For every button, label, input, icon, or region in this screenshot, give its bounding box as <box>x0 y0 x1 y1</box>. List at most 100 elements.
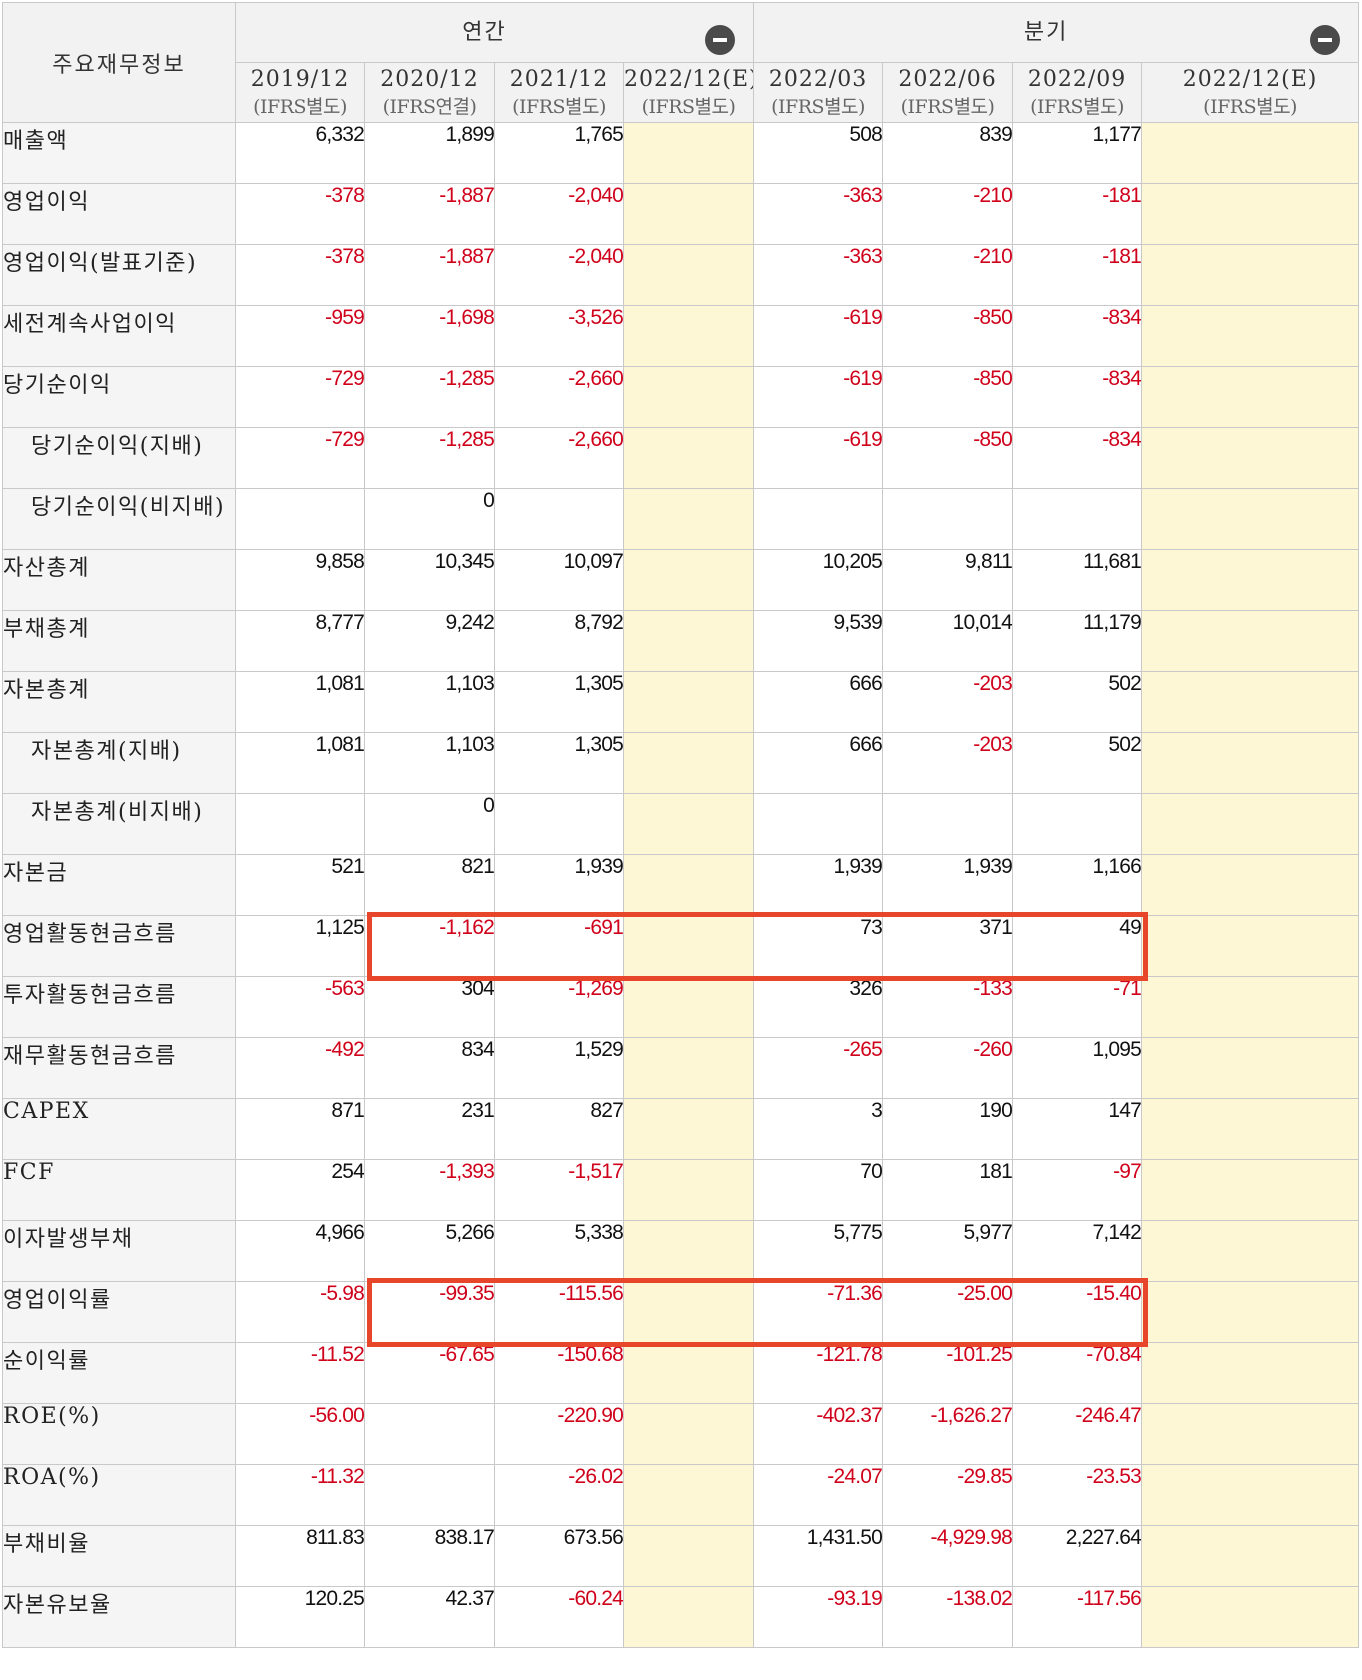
table-cell: -492 <box>235 1037 365 1099</box>
table-cell: -563 <box>235 976 365 1038</box>
table-row: 영업이익 -378 -1,887 -2,040 -363 -210 -181 <box>2 183 1360 245</box>
row-label: 자산총계 <box>2 549 236 611</box>
table-cell <box>1141 1403 1360 1465</box>
table-cell: 1,939 <box>494 854 624 916</box>
table-cell: 1,177 <box>1012 122 1143 184</box>
annual-collapse-icon[interactable] <box>705 25 736 55</box>
row-label: 자본총계(비지배) <box>2 793 236 855</box>
table-cell <box>622 305 755 367</box>
table-cell <box>1141 610 1360 672</box>
row-label: 부채총계 <box>2 610 236 672</box>
table-cell <box>1141 122 1360 184</box>
table-row: ROA(%) -11.32 -26.02 -24.07 -29.85 -23.53 <box>2 1464 1360 1526</box>
table-cell: -850 <box>882 366 1014 428</box>
table-cell: 1,103 <box>364 671 495 733</box>
table-cell: 0 <box>364 793 495 855</box>
table-cell: 181 <box>882 1159 1014 1221</box>
table-cell <box>364 1403 495 1465</box>
table-cell <box>622 671 755 733</box>
table-cell: -378 <box>235 244 365 306</box>
table-cell: -834 <box>1012 305 1143 367</box>
table-cell <box>622 1586 755 1648</box>
table-row: FCF 254 -1,393 -1,517 70 181 -97 <box>2 1159 1360 1221</box>
table-cell: 1,125 <box>235 915 365 977</box>
table-cell: -850 <box>882 427 1014 489</box>
table-row: 세전계속사업이익 -959 -1,698 -3,526 -619 -850 -834 <box>2 305 1360 367</box>
table-cell: 5,977 <box>882 1220 1014 1282</box>
period-header: 2022/09 (IFRS별도) <box>1012 62 1143 123</box>
table-cell: 666 <box>753 671 884 733</box>
period-basis: (IFRS별도) <box>512 96 606 118</box>
table-cell <box>622 1525 755 1587</box>
table-cell <box>622 488 755 550</box>
period-header: 2022/03 (IFRS별도) <box>753 62 884 123</box>
table-cell: 73 <box>753 915 884 977</box>
period-basis: (IFRS별도) <box>1030 96 1124 118</box>
table-cell <box>1141 915 1360 977</box>
period-date: 2020/12 <box>380 67 479 92</box>
table-cell: -1,269 <box>494 976 624 1038</box>
table-cell <box>1012 488 1143 550</box>
row-label: 부채비율 <box>2 1525 236 1587</box>
quarterly-collapse-icon[interactable] <box>1310 25 1341 55</box>
period-date: 2022/12(E) <box>1182 67 1318 92</box>
row-label: 순이익률 <box>2 1342 236 1404</box>
table-cell: 42.37 <box>364 1586 495 1648</box>
table-cell <box>235 793 365 855</box>
table-cell: -260 <box>882 1037 1014 1099</box>
period-header: 2022/12(E) (IFRS별도) <box>622 62 755 123</box>
table-row: 당기순이익(비지배) 0 <box>2 488 1360 550</box>
table-cell: 49 <box>1012 915 1143 977</box>
row-label: CAPEX <box>2 1098 236 1160</box>
table-cell: -121.78 <box>753 1342 884 1404</box>
table-cell: -93.19 <box>753 1586 884 1648</box>
table-cell: 120.25 <box>235 1586 365 1648</box>
table-cell: -24.07 <box>753 1464 884 1526</box>
table-cell: 5,775 <box>753 1220 884 1282</box>
table-cell: 1,081 <box>235 732 365 794</box>
table-cell <box>1141 427 1360 489</box>
table-cell <box>1141 488 1360 550</box>
table-cell: -133 <box>882 976 1014 1038</box>
row-label: 투자활동현금흐름 <box>2 976 236 1038</box>
table-cell: 190 <box>882 1098 1014 1160</box>
table-cell: 838.17 <box>364 1525 495 1587</box>
table-cell: -71 <box>1012 976 1143 1038</box>
table-cell: -11.32 <box>235 1464 365 1526</box>
table-cell: -729 <box>235 366 365 428</box>
table-cell: -363 <box>753 183 884 245</box>
table-cell <box>622 1281 755 1343</box>
table-cell: 839 <box>882 122 1014 184</box>
table-cell: 304 <box>364 976 495 1038</box>
table-cell: 9,539 <box>753 610 884 672</box>
table-cell: 521 <box>235 854 365 916</box>
table-cell <box>1141 1464 1360 1526</box>
table-row: 영업이익률 -5.98 -99.35 -115.56 -71.36 -25.00 -15.4… <box>2 1281 1360 1343</box>
table-cell: 9,811 <box>882 549 1014 611</box>
table-row: 당기순이익(지배) -729 -1,285 -2,660 -619 -850 -834 <box>2 427 1360 489</box>
table-cell: 8,777 <box>235 610 365 672</box>
table-cell: -619 <box>753 366 884 428</box>
table-cell <box>1141 1098 1360 1160</box>
table-cell <box>622 793 755 855</box>
table-cell: 5,338 <box>494 1220 624 1282</box>
table-cell: -363 <box>753 244 884 306</box>
table-cell: 231 <box>364 1098 495 1160</box>
period-date: 2022/12(E) <box>624 67 754 92</box>
table-cell: -1,517 <box>494 1159 624 1221</box>
table-cell: -402.37 <box>753 1403 884 1465</box>
row-label: 이자발생부채 <box>2 1220 236 1282</box>
table-cell <box>622 854 755 916</box>
table-cell: -729 <box>235 427 365 489</box>
table-cell: -2,660 <box>494 366 624 428</box>
table-cell <box>1141 1342 1360 1404</box>
corner-label: 주요재무정보 <box>2 2 236 123</box>
row-label: 매출액 <box>2 122 236 184</box>
table-cell: -101.25 <box>882 1342 1014 1404</box>
table-cell <box>622 183 755 245</box>
table-cell: 508 <box>753 122 884 184</box>
table-cell: 147 <box>1012 1098 1143 1160</box>
table-cell: -619 <box>753 305 884 367</box>
table-cell: 1,103 <box>364 732 495 794</box>
